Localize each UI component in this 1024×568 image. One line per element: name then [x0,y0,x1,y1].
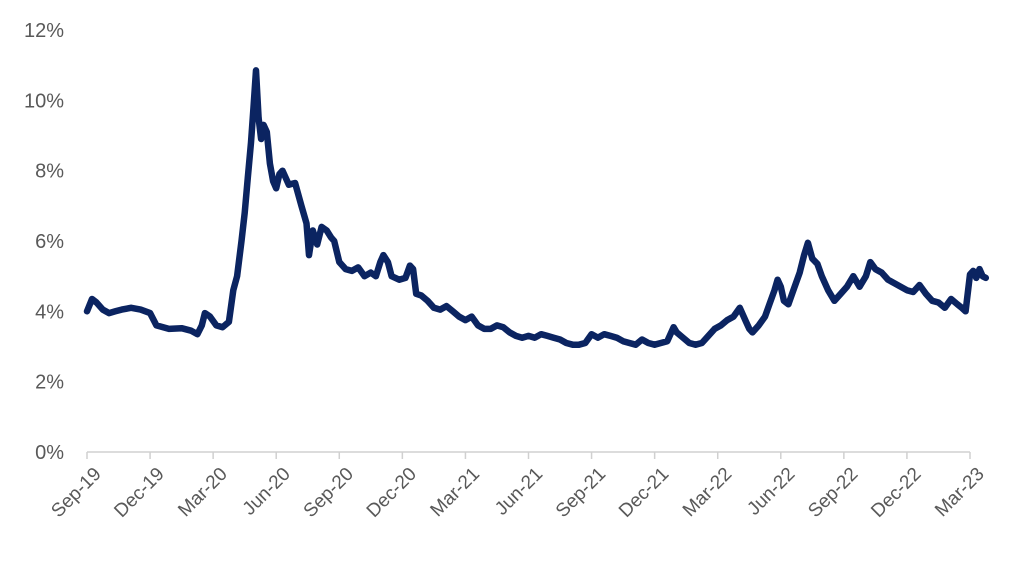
x-tick-label: Jun-21 [491,464,547,520]
x-axis-tick-labels: Sep-19 Dec-19 Mar-20 Jun-20 Sep-20 Dec-20 Mar-… [47,464,988,522]
x-tick-label: Sep-20 [300,464,358,522]
y-tick-label: 6% [35,231,64,253]
x-tick-label: Dec-22 [867,464,925,522]
x-tick-label: Mar-22 [679,464,736,521]
x-tick-label: Mar-21 [427,464,484,521]
x-tick-label: Sep-19 [47,464,105,522]
x-axis-tick-marks [86,452,971,459]
y-tick-label: 0% [35,442,64,464]
y-axis-tick-labels: 0% 2% 4% 6% 8% 10% 12% [24,20,64,464]
y-tick-label: 2% [35,372,64,394]
y-tick-label: 4% [35,301,64,323]
x-tick-label: Dec-19 [110,464,168,522]
x-tick-label: Dec-21 [615,464,673,522]
x-tick-label: Mar-23 [931,464,988,521]
x-tick-label: Sep-22 [804,464,862,522]
y-tick-label: 8% [35,161,64,183]
y-tick-label: 12% [24,20,64,42]
x-tick-label: Mar-20 [174,464,231,521]
x-tick-label: Jun-22 [743,464,799,520]
series-line [83,67,990,348]
x-tick-label: Dec-20 [363,464,421,522]
x-tick-label: Sep-21 [552,464,610,522]
x-tick-label: Jun-20 [239,464,295,520]
y-tick-label: 10% [24,90,64,112]
